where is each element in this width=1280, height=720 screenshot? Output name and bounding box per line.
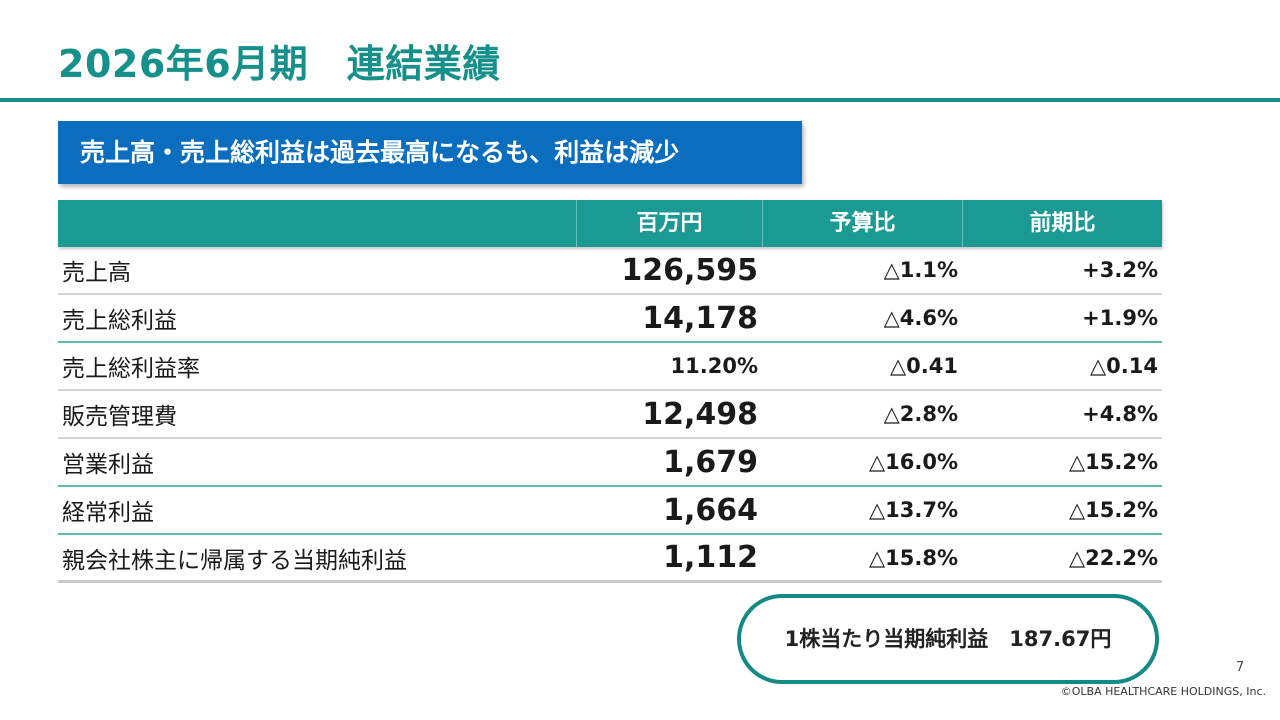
page-number: 7	[1235, 660, 1245, 675]
row-value: 1,679	[663, 444, 758, 480]
header-cell-blank	[58, 200, 576, 247]
row-value: 12,498	[642, 396, 758, 432]
row-vs-prior: △15.2%	[1068, 450, 1158, 474]
row-value: 1,112	[663, 540, 758, 575]
row-vs-prior: +4.8%	[1082, 402, 1158, 426]
header-cell-million-yen: 百万円	[576, 200, 762, 247]
header-cell-vs-prior-year: 前期比	[962, 200, 1162, 247]
row-vs-prior: △15.2%	[1068, 498, 1158, 522]
table-header: 百万円 予算比 前期比	[58, 200, 1162, 247]
row-vs-budget: △4.6%	[883, 306, 958, 330]
table-row-net-income: 親会社株主に帰属する当期純利益 1,112 △15.8% △22.2%	[58, 535, 1162, 583]
row-vs-budget: △1.1%	[883, 258, 958, 282]
row-label: 経常利益	[62, 500, 154, 526]
table-row-operating-profit: 営業利益 1,679 △16.0% △15.2%	[58, 439, 1162, 487]
row-label: 販売管理費	[62, 404, 177, 430]
table-row-sga-expenses: 販売管理費 12,498 △2.8% +4.8%	[58, 391, 1162, 439]
row-vs-budget: △13.7%	[868, 498, 958, 522]
row-vs-prior: +1.9%	[1082, 306, 1158, 330]
table-row-net-sales: 売上高 126,595 △1.1% +3.2%	[58, 247, 1162, 295]
headline-banner: 売上高・売上総利益は過去最高になるも、利益は減少	[58, 121, 802, 184]
row-label: 売上総利益	[62, 308, 177, 334]
row-vs-budget: △15.8%	[868, 545, 958, 570]
table-row-gross-margin: 売上総利益率 11.20% △0.41 △0.14	[58, 343, 1162, 391]
row-value: 11.20%	[670, 354, 758, 378]
row-label: 親会社株主に帰属する当期純利益	[62, 547, 407, 574]
title-divider	[0, 98, 1280, 102]
copyright-notice: ©OLBA HEALTHCARE HOLDINGS, Inc.	[1060, 685, 1266, 698]
table-row-ordinary-profit: 経常利益 1,664 △13.7% △15.2%	[58, 487, 1162, 535]
row-value: 126,595	[621, 252, 758, 288]
row-vs-budget: △0.41	[890, 354, 958, 378]
row-vs-budget: △2.8%	[883, 402, 958, 426]
eps-callout: 1株当たり当期純利益 187.67円	[737, 594, 1159, 684]
table-row-gross-profit: 売上総利益 14,178 △4.6% +1.9%	[58, 295, 1162, 343]
row-vs-budget: △16.0%	[868, 450, 958, 474]
row-value: 14,178	[642, 300, 758, 336]
row-label: 営業利益	[62, 452, 154, 478]
row-label: 売上総利益率	[62, 356, 200, 382]
row-value: 1,664	[663, 492, 758, 528]
slide-title: 2026年6月期 連結業績	[58, 42, 501, 86]
header-cell-vs-budget: 予算比	[762, 200, 962, 247]
row-vs-prior: +3.2%	[1082, 258, 1158, 282]
row-vs-prior: △22.2%	[1068, 545, 1158, 570]
results-table: 百万円 予算比 前期比 売上高 126,595 △1.1% +3.2% 売上総利…	[58, 200, 1162, 583]
row-vs-prior: △0.14	[1090, 354, 1158, 378]
row-label: 売上高	[62, 260, 131, 286]
